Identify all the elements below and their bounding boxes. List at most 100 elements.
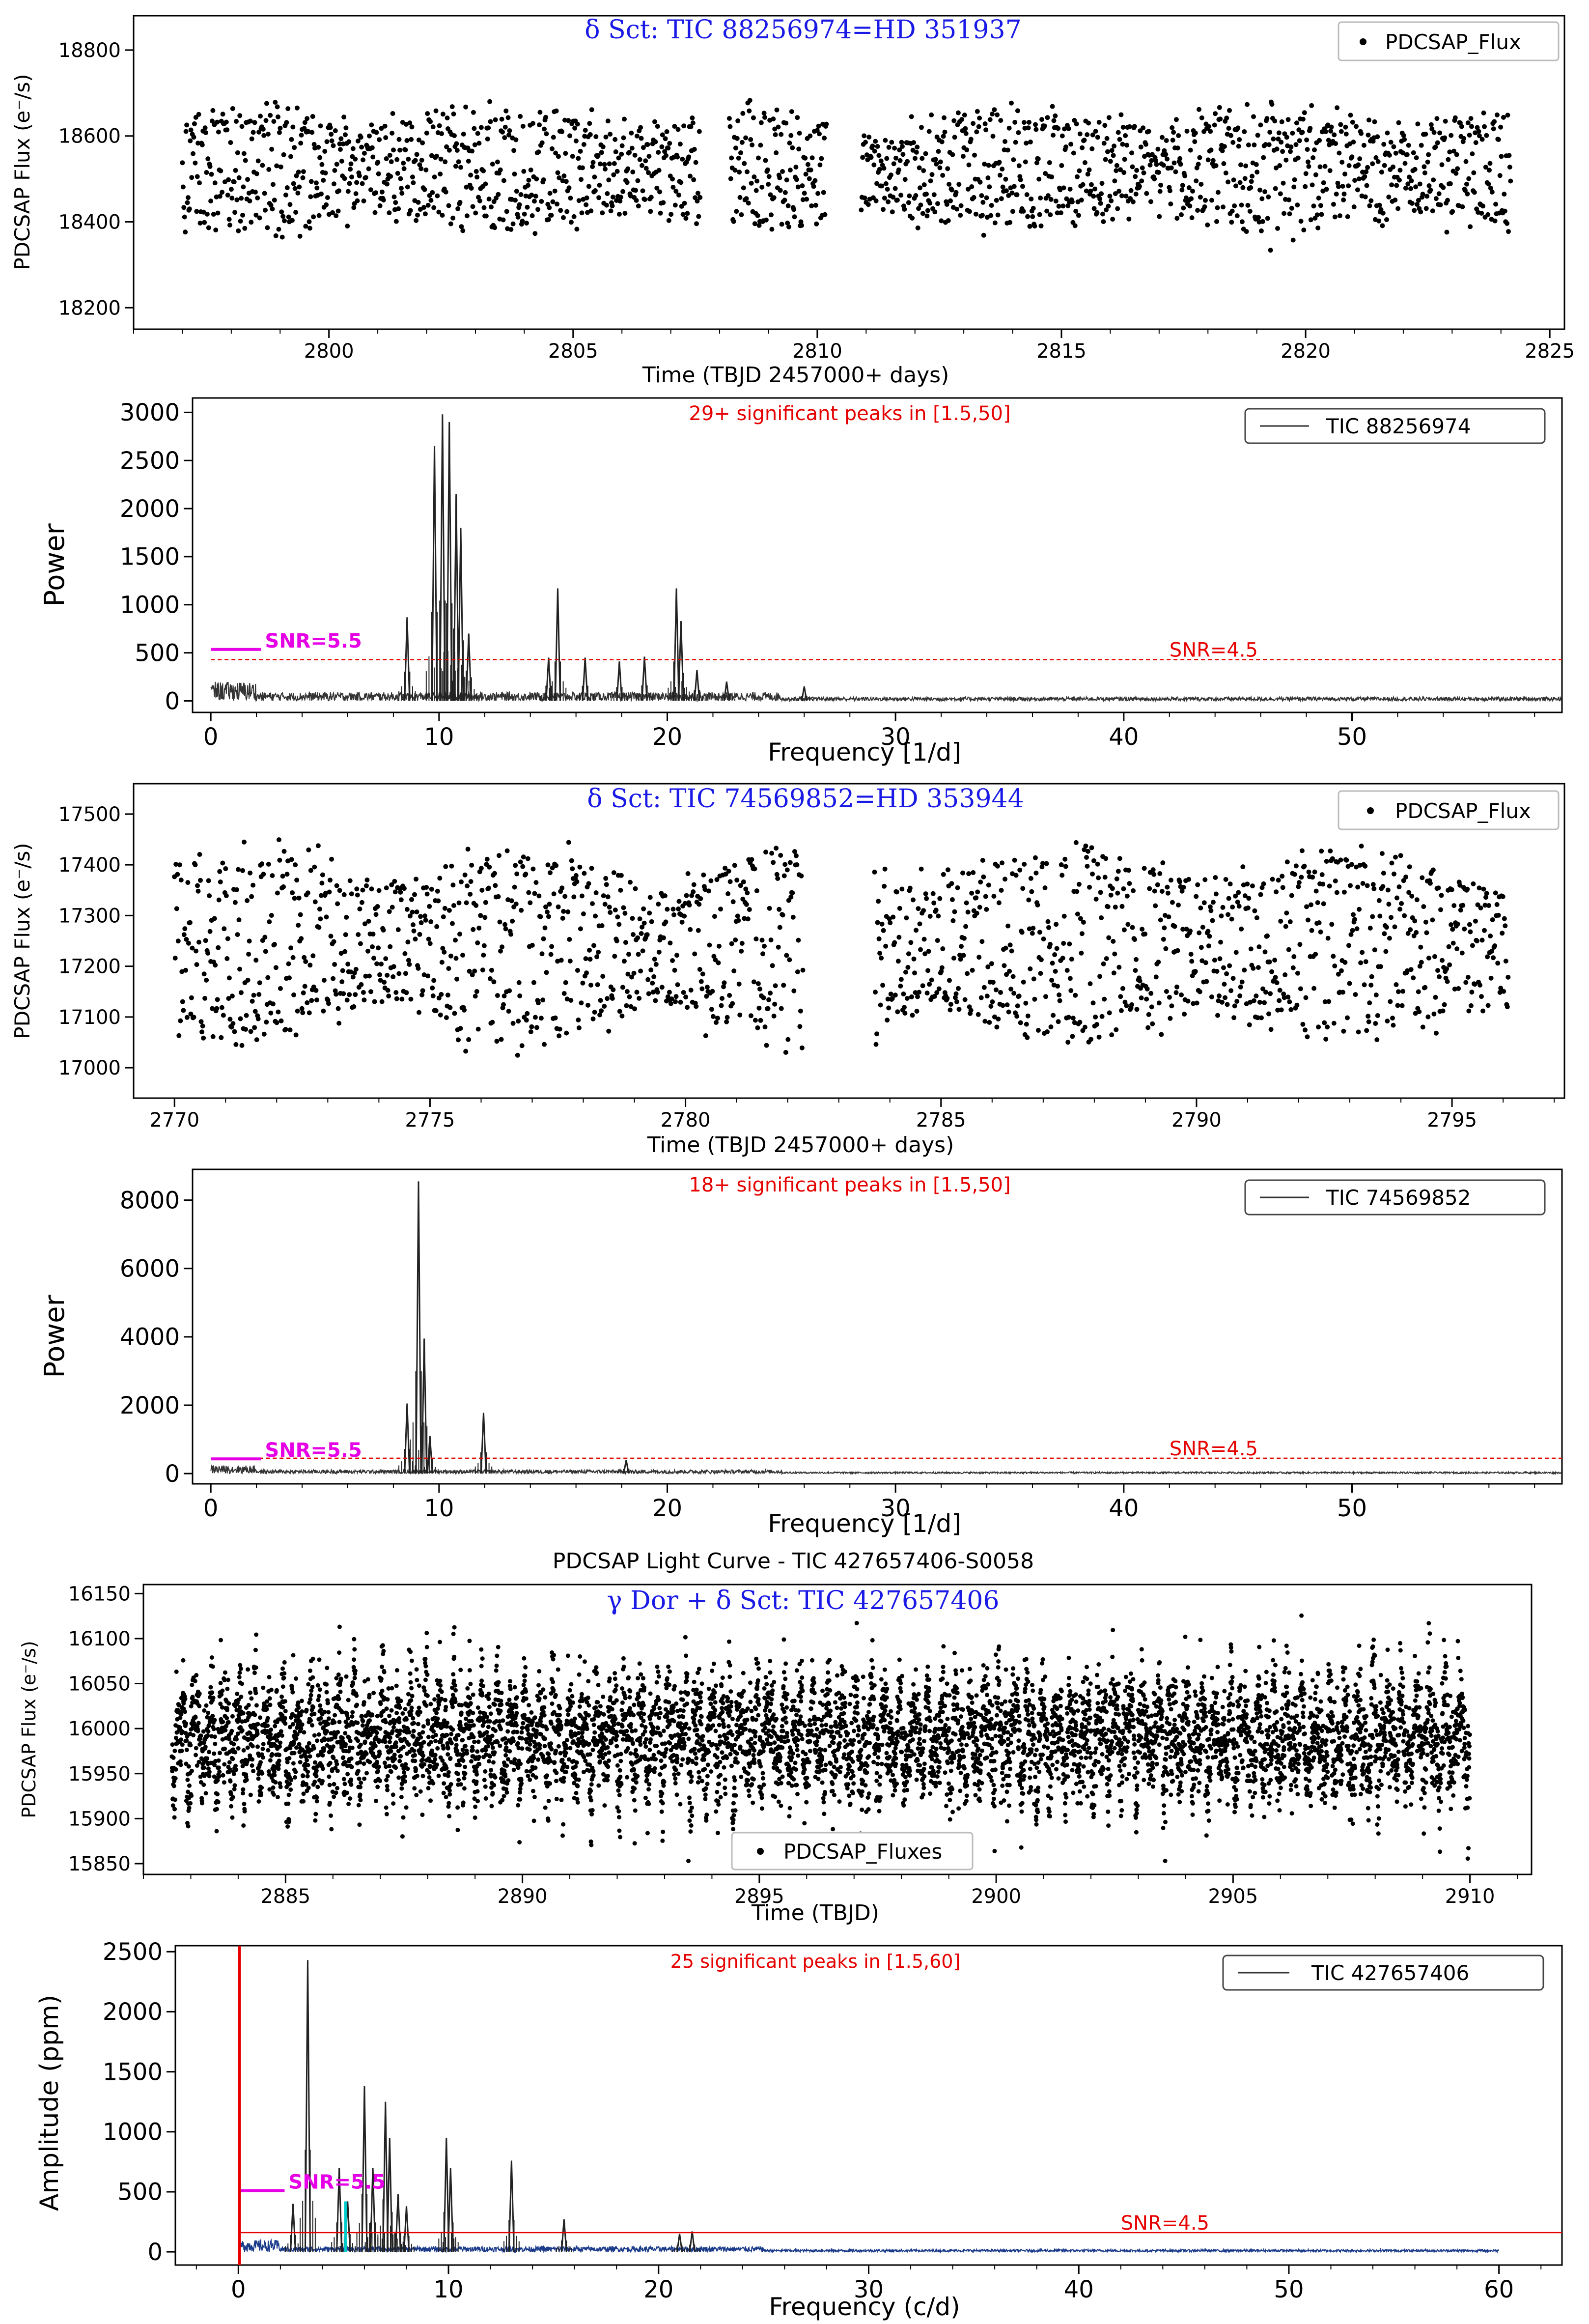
x-tick-label: 20 xyxy=(652,723,682,751)
y-tick-label: 17300 xyxy=(58,905,121,927)
panel-4-periodogram: 0 10 20 30 40 50 0 2000 4000 6000 8000 18+ signifi… xyxy=(39,1168,1563,1538)
x-tick-label: 60 xyxy=(1484,2276,1514,2303)
panel-2-legend-label: TIC 88256974 xyxy=(1326,414,1471,438)
panel-4-legend-label: TIC 74569852 xyxy=(1326,1186,1471,1210)
x-tick-label: 2780 xyxy=(661,1109,711,1132)
x-tick-label: 2805 xyxy=(548,340,598,363)
panel-1-title: δ Sct: TIC 88256974=HD 351937 xyxy=(585,15,1021,45)
spectrum-peak xyxy=(443,2137,450,2252)
x-tick-label: 0 xyxy=(203,1495,219,1522)
panel-2-series xyxy=(210,414,1562,703)
x-tick-label: 2785 xyxy=(916,1109,966,1132)
panel-6-series xyxy=(238,1946,1562,2265)
spectrum-peak xyxy=(404,617,411,701)
x-tick-label: 2775 xyxy=(405,1109,455,1132)
spectrum-peak xyxy=(439,414,446,701)
x-tick-label: 30 xyxy=(881,1495,911,1522)
panel-6-legend-label: TIC 427657406 xyxy=(1311,1961,1469,1985)
spectrum-peak xyxy=(560,2219,567,2252)
y-tick-label: 8000 xyxy=(120,1187,180,1214)
x-tick-label: 2905 xyxy=(1208,1885,1258,1908)
x-tick-label: 2885 xyxy=(260,1885,310,1908)
spectrum-peak xyxy=(641,656,648,701)
panel-4-snr-low-label: SNR=4.5 xyxy=(1170,1438,1258,1460)
x-tick-label: 2900 xyxy=(971,1885,1021,1908)
y-tick-label: 17000 xyxy=(58,1057,121,1079)
panel-3-legend-marker xyxy=(1367,807,1374,814)
x-tick-label: 2815 xyxy=(1036,340,1087,363)
panel-6-snr-high-label: SNR=5.5 xyxy=(288,2171,385,2193)
panel-1-frame xyxy=(133,15,1565,330)
y-tick-label: 2000 xyxy=(120,1392,180,1419)
spectrum-peak xyxy=(623,1460,630,1474)
x-tick-label: 20 xyxy=(643,2276,673,2303)
y-tick-label: 15950 xyxy=(68,1763,131,1786)
panel-5-figure-title: PDCSAP Light Curve - TIC 427657406-S0058 xyxy=(553,1549,1034,1574)
panel-1-legend-marker xyxy=(1360,38,1366,45)
panel-5-axes: 2885 2890 2895 2900 2905 2910 15850 15900 15950 1… xyxy=(68,1583,1518,1908)
flux-points xyxy=(180,98,1513,253)
panel-6-ylabel: Amplitude (ppm) xyxy=(35,1995,64,2211)
panel-6-legend: TIC 427657406 xyxy=(1222,1955,1544,1991)
panel-4-ylabel: Power xyxy=(39,1294,71,1378)
panel-3-xlabel: Time (TBJD 2457000+ days) xyxy=(647,1133,954,1158)
x-tick-label: 2825 xyxy=(1525,340,1575,363)
spectrum-peak xyxy=(689,2231,696,2252)
panel-3-points xyxy=(172,837,1511,1058)
panel-2-snr-low-label: SNR=4.5 xyxy=(1170,639,1258,661)
panel-2-annotation: 29+ significant peaks in [1.5,50] xyxy=(689,402,1010,425)
panel-3-legend: PDCSAP_Flux xyxy=(1338,790,1560,830)
y-tick-label: 1500 xyxy=(103,2058,163,2086)
x-tick-label: 10 xyxy=(424,1495,454,1522)
panel-1-axes: 2800 2805 2810 2815 2820 2825 18200 18400 18600 1… xyxy=(58,39,1575,363)
spectrum-peak xyxy=(545,657,552,701)
flux-points xyxy=(172,837,1511,1058)
x-tick-label: 50 xyxy=(1337,1495,1367,1522)
spectrum-peak xyxy=(404,1403,411,1474)
panel-2-xlabel: Frequency [1/d] xyxy=(768,738,961,766)
panel-5-legend: PDCSAP_Fluxes xyxy=(731,1832,974,1871)
x-tick-label: 30 xyxy=(854,2276,884,2303)
y-tick-label: 1000 xyxy=(120,592,180,619)
panel-3-legend-label: PDCSAP_Flux xyxy=(1395,799,1531,823)
y-tick-label: 18800 xyxy=(58,39,121,62)
spectrum-peak xyxy=(415,1181,422,1474)
spectrum-peak xyxy=(304,1960,311,2252)
y-tick-label: 2000 xyxy=(120,495,180,523)
x-tick-label: 40 xyxy=(1064,2276,1094,2303)
spectrum-noise xyxy=(210,681,1562,703)
panel-1-points xyxy=(180,98,1513,253)
panel-5-points xyxy=(169,1613,1472,1863)
y-tick-label: 16050 xyxy=(68,1673,131,1696)
x-tick-label: 2810 xyxy=(792,340,842,363)
spectrum-peak xyxy=(386,2137,393,2252)
x-tick-label: 30 xyxy=(881,723,911,751)
x-tick-label: 10 xyxy=(424,723,454,751)
panel-1-legend-label: PDCSAP_Flux xyxy=(1385,30,1521,54)
panel-3-title: δ Sct: TIC 74569852=HD 353944 xyxy=(587,784,1024,814)
spectrum-peak xyxy=(480,1413,487,1474)
x-tick-label: 2910 xyxy=(1445,1885,1495,1908)
y-tick-label: 2000 xyxy=(103,1998,163,2026)
spectrum-peak xyxy=(465,633,472,701)
spectrum-peak xyxy=(453,494,460,701)
x-tick-label: 2890 xyxy=(498,1885,548,1908)
spectrum-peak xyxy=(446,422,453,701)
x-tick-label: 0 xyxy=(203,723,219,751)
panel-5-frame xyxy=(142,1584,1533,1875)
spectrum-noise xyxy=(210,1464,1562,1475)
y-tick-label: 1000 xyxy=(103,2119,163,2146)
panel-2-snr-high-label: SNR=5.5 xyxy=(265,630,362,652)
spectrum-peak xyxy=(336,2168,343,2252)
y-tick-label: 18600 xyxy=(58,125,121,148)
panel-6-xlabel: Frequency (c/d) xyxy=(769,2293,960,2321)
y-tick-label: 3000 xyxy=(120,399,180,426)
x-tick-label: 2820 xyxy=(1281,340,1331,363)
y-tick-label: 2500 xyxy=(120,447,180,475)
spectrum-peak xyxy=(677,621,684,701)
spectrum-peak xyxy=(616,661,623,701)
y-tick-label: 1500 xyxy=(120,543,180,571)
spectrum-peak xyxy=(676,2234,683,2252)
